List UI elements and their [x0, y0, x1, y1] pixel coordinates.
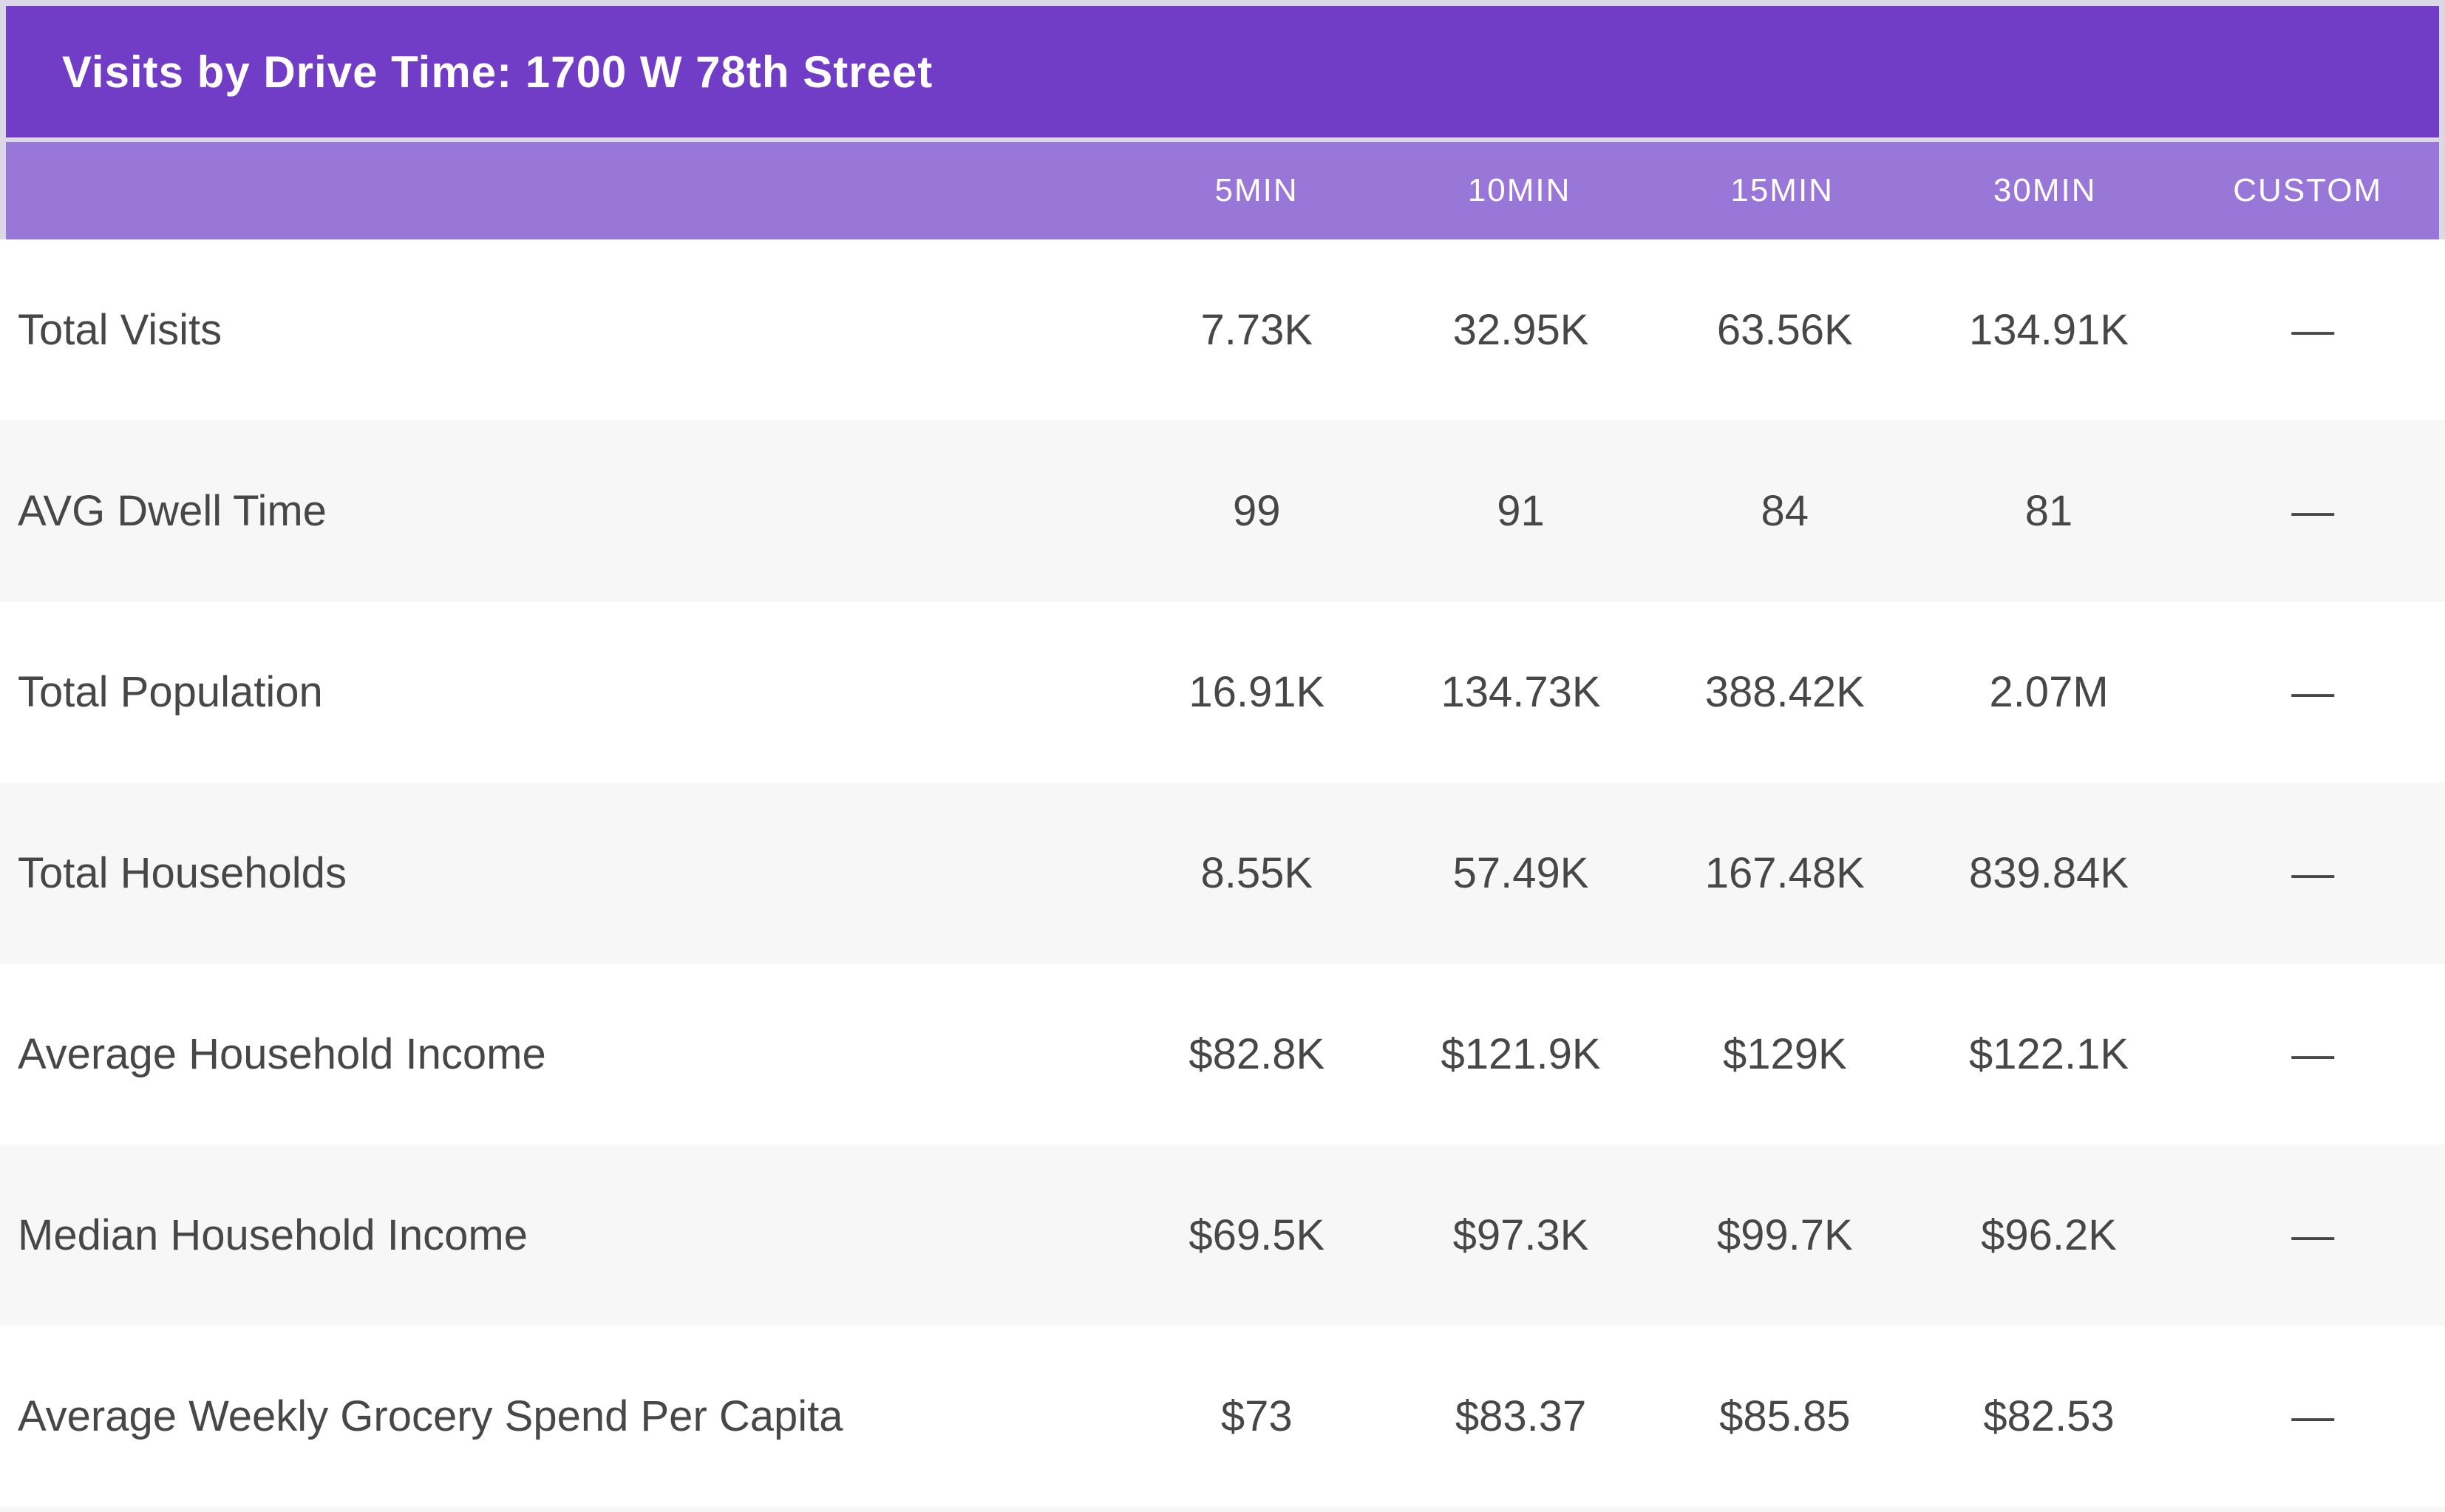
- metric-label: Total Population: [18, 668, 323, 716]
- metric-value: $99.7K: [1716, 1211, 1853, 1259]
- metric-value: $129K: [1722, 1030, 1847, 1078]
- metric-value: $96.2K: [1981, 1211, 2117, 1259]
- metric-value: —: [2291, 849, 2335, 897]
- metric-value: 134.73K: [1441, 668, 1601, 716]
- metric-value: 81: [2024, 487, 2073, 535]
- metric-label: Median Household Income: [18, 1211, 528, 1259]
- metric-value: 8.55K: [1200, 849, 1313, 897]
- metric-value: 388.42K: [1704, 668, 1865, 716]
- metric-value: 91: [1497, 487, 1545, 535]
- widget-chrome: Visits by Drive Time: 1700 W 78th Street…: [0, 0, 2445, 239]
- metric-value: $82.53: [1983, 1392, 2115, 1440]
- column-header-5min[interactable]: 5MIN: [1214, 172, 1299, 208]
- metric-value: $122.1K: [1969, 1030, 2129, 1078]
- metric-value: 57.49K: [1452, 849, 1589, 897]
- metric-label: Average Weekly Grocery Spend Per Capita: [18, 1392, 843, 1440]
- metric-value: —: [2291, 1392, 2335, 1440]
- metric-label: Total Visits: [18, 306, 222, 354]
- metric-value: 839.84K: [1969, 849, 2129, 897]
- metric-value: 16.91K: [1189, 668, 1325, 716]
- metric-value: $83.37: [1455, 1392, 1587, 1440]
- metric-value: $82.8K: [1189, 1030, 1325, 1078]
- metric-value: $121.9K: [1441, 1030, 1601, 1078]
- metric-label: Total Households: [18, 849, 347, 897]
- table-row: Average Household Income $82.8K $121.9K $12…: [0, 964, 2445, 1145]
- metric-value: —: [2291, 1030, 2335, 1078]
- column-header-custom[interactable]: CUSTOM: [2233, 172, 2383, 208]
- metric-label: AVG Dwell Time: [18, 487, 327, 535]
- metric-value: 7.73K: [1200, 306, 1313, 354]
- metric-value: —: [2291, 306, 2335, 354]
- table-row: Total Visits 7.73K 32.95K 63.56K 134.91K —: [0, 239, 2445, 420]
- column-header-10min[interactable]: 10MIN: [1467, 172, 1571, 208]
- column-header-row: 5MIN 10MIN 15MIN 30MIN CUSTOM: [6, 142, 2439, 239]
- metric-value: $85.85: [1719, 1392, 1851, 1440]
- metric-value: 32.95K: [1452, 306, 1589, 354]
- table-row: Total Households 8.55K 57.49K 167.48K 839.84…: [0, 783, 2445, 964]
- metric-value: —: [2291, 1211, 2335, 1259]
- partial-next-row: [0, 1507, 2445, 1512]
- metric-value: $69.5K: [1189, 1211, 1325, 1259]
- table-row: Total Population 16.91K 134.73K 388.42K 2.07…: [0, 602, 2445, 783]
- metric-label: Average Household Income: [18, 1030, 546, 1078]
- column-header-15min[interactable]: 15MIN: [1730, 172, 1834, 208]
- metric-value: $97.3K: [1452, 1211, 1589, 1259]
- title-bar: Visits by Drive Time: 1700 W 78th Street: [6, 6, 2439, 137]
- metric-value: 2.07M: [1989, 668, 2109, 716]
- metric-value: 167.48K: [1704, 849, 1865, 897]
- table-row: Median Household Income $69.5K $97.3K $99.7…: [0, 1145, 2445, 1326]
- metric-value: 63.56K: [1716, 306, 1853, 354]
- table-row: AVG Dwell Time 99 91 84 81 —: [0, 420, 2445, 602]
- page-title: Visits by Drive Time: 1700 W 78th Street: [62, 47, 934, 97]
- metric-value: —: [2291, 487, 2335, 535]
- table-row: Average Weekly Grocery Spend Per Capita $…: [0, 1326, 2445, 1507]
- metric-value: 99: [1233, 487, 1281, 535]
- metric-value: $73: [1220, 1392, 1293, 1440]
- metric-value: 84: [1761, 487, 1809, 535]
- column-header-30min[interactable]: 30MIN: [1993, 172, 2097, 208]
- metric-value: —: [2291, 668, 2335, 716]
- metrics-table: Total Visits 7.73K 32.95K 63.56K 134.91K — AVG…: [0, 239, 2445, 1507]
- metric-value: 134.91K: [1969, 306, 2129, 354]
